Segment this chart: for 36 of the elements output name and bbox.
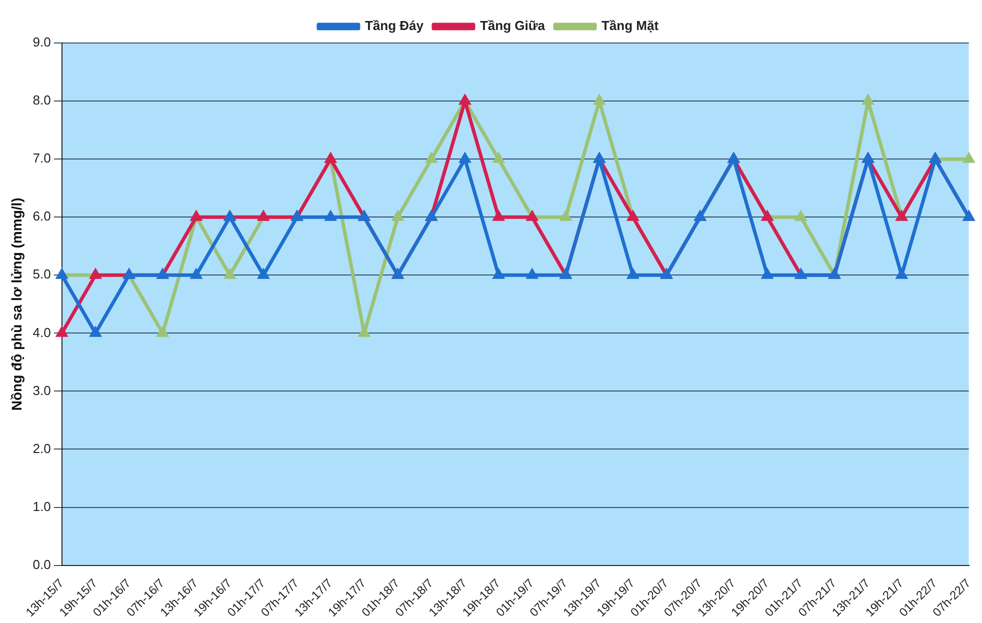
- y-tick-label: 1.0: [32, 498, 51, 514]
- y-tick-label: 6.0: [32, 208, 51, 224]
- point: [896, 269, 907, 279]
- legend-label: Tầng Giữa: [480, 18, 546, 34]
- point: [258, 269, 269, 279]
- y-tick-label: 8.0: [32, 92, 51, 108]
- point: [862, 95, 874, 105]
- y-tick-label: 9.0: [32, 34, 51, 50]
- point: [964, 153, 974, 163]
- point: [493, 211, 504, 221]
- point: [493, 153, 504, 163]
- point: [157, 327, 168, 337]
- point: [56, 327, 68, 337]
- point: [460, 153, 470, 163]
- point: [796, 211, 806, 221]
- point: [426, 153, 437, 163]
- point: [325, 211, 336, 221]
- point: [594, 95, 605, 105]
- point: [560, 211, 571, 221]
- y-tick-label: 5.0: [32, 266, 51, 282]
- point: [392, 211, 403, 221]
- y-axis-title: Nồng độ phù sa lơ lửng (mmg/l): [8, 198, 24, 411]
- y-tick-label: 0.0: [32, 556, 51, 572]
- y-tick-label: 7.0: [32, 150, 51, 166]
- point: [90, 327, 101, 337]
- y-tick-label: 2.0: [32, 440, 51, 456]
- legend-label: Tầng Đáy: [364, 18, 424, 34]
- y-tick-label: 4.0: [32, 324, 51, 340]
- legend-label: Tầng Mặt: [601, 18, 660, 34]
- y-tick-label: 3.0: [32, 382, 51, 398]
- point: [526, 269, 538, 279]
- point: [762, 269, 772, 279]
- point: [224, 269, 236, 279]
- point: [628, 269, 638, 279]
- point: [191, 269, 202, 279]
- point: [493, 269, 504, 279]
